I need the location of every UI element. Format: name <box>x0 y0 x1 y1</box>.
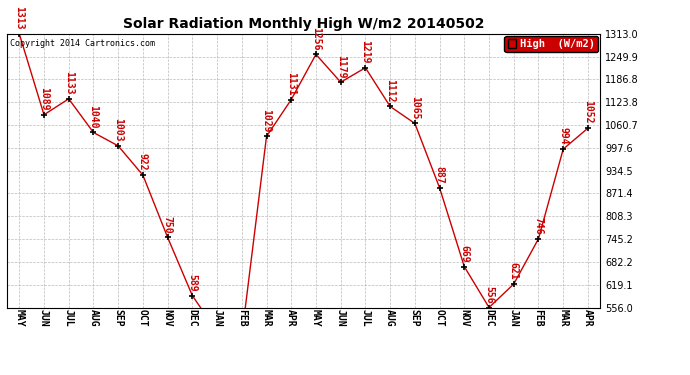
Text: 750: 750 <box>163 216 172 233</box>
Legend: High  (W/m2): High (W/m2) <box>504 36 598 52</box>
Text: 1313: 1313 <box>14 6 24 30</box>
Text: Copyright 2014 Cartronics.com: Copyright 2014 Cartronics.com <box>10 39 155 48</box>
Text: 922: 922 <box>138 153 148 171</box>
Title: Solar Radiation Monthly High W/m2 20140502: Solar Radiation Monthly High W/m2 201405… <box>123 17 484 31</box>
Text: 887: 887 <box>435 166 444 184</box>
Text: 477: 477 <box>0 374 1 375</box>
Text: 1131: 1131 <box>286 72 296 95</box>
Text: 556: 556 <box>484 286 494 303</box>
Text: 1179: 1179 <box>336 54 346 78</box>
Text: 1003: 1003 <box>113 118 123 142</box>
Text: 621: 621 <box>509 262 519 280</box>
Text: 1219: 1219 <box>360 40 371 64</box>
Text: 1029: 1029 <box>262 109 271 132</box>
Text: 1133: 1133 <box>63 71 74 94</box>
Text: 1065: 1065 <box>410 96 420 119</box>
Text: 1256: 1256 <box>311 27 321 50</box>
Text: 746: 746 <box>533 217 544 235</box>
Text: 669: 669 <box>460 245 469 262</box>
Text: 994: 994 <box>558 128 568 145</box>
Text: 1112: 1112 <box>385 79 395 102</box>
Text: 589: 589 <box>188 274 197 291</box>
Text: 1089: 1089 <box>39 87 49 111</box>
Text: 489: 489 <box>0 374 1 375</box>
Text: 1052: 1052 <box>583 100 593 124</box>
Text: 1040: 1040 <box>88 105 99 128</box>
